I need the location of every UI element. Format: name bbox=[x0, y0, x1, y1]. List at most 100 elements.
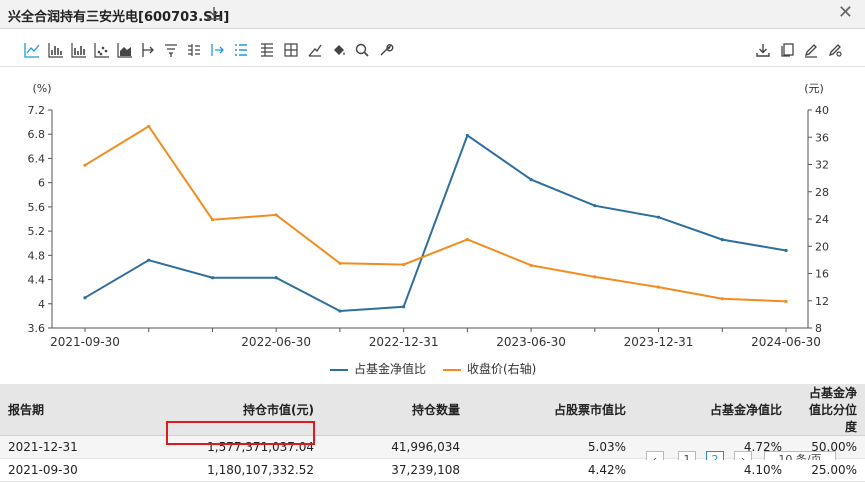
x-tick-label: 2021-09-30 bbox=[50, 335, 120, 349]
legend-item-weight[interactable]: 占基金净值比 bbox=[330, 360, 426, 377]
point-fund-weight bbox=[593, 204, 597, 208]
point-fund-weight bbox=[784, 248, 788, 253]
list-icon[interactable] bbox=[233, 42, 249, 58]
chart-area: (%) (元) 7.2 6.8 6.4 6 5.6 5.2 4.8 4.4 4 3.6 40 36 32 28… bbox=[0, 70, 865, 380]
x-tick-label: 2022-12-31 bbox=[369, 335, 439, 349]
area-chart-icon[interactable] bbox=[117, 42, 133, 58]
close-icon[interactable]: ✕ bbox=[837, 2, 853, 23]
right-tick-label: 24 bbox=[815, 213, 829, 226]
point-fund-weight bbox=[656, 215, 661, 219]
col-report-date[interactable]: 报告期 bbox=[0, 384, 116, 436]
series-line-fund-weight bbox=[84, 133, 787, 313]
point-close-price bbox=[656, 285, 661, 289]
col-stock-ratio[interactable]: 占股票市值比 bbox=[468, 384, 634, 436]
scatter-icon[interactable] bbox=[94, 42, 110, 58]
holding-line-chart: (%) (元) 7.2 6.8 6.4 6 5.6 5.2 4.8 4.4 4 3.6 40 36 32 28… bbox=[28, 82, 830, 349]
point-close-price bbox=[274, 213, 278, 217]
sort-asc-icon[interactable] bbox=[163, 42, 179, 58]
right-tick-label: 8 bbox=[815, 322, 822, 335]
cell-report-date: 2021-09-30 bbox=[0, 458, 116, 482]
cell-quantity: 37,239,108 bbox=[322, 458, 468, 482]
right-axis-unit: (元) bbox=[804, 82, 824, 95]
title-bar: 兴全合润持有三安光电[600703.SH] ✕ bbox=[0, 0, 865, 29]
page-2-button[interactable]: 2 bbox=[706, 451, 724, 460]
cell-stock-ratio: 5.03% bbox=[468, 435, 634, 459]
left-tick-label: 4.8 bbox=[28, 249, 46, 262]
left-tick-label: 7.2 bbox=[28, 104, 46, 117]
search-zoom-icon[interactable] bbox=[354, 42, 370, 58]
point-close-price bbox=[83, 163, 87, 167]
axis-icon[interactable] bbox=[140, 42, 156, 58]
point-close-price bbox=[529, 263, 533, 267]
col-fund-ratio[interactable]: 占基金净值比 bbox=[634, 384, 790, 436]
x-tick-label: 2023-12-31 bbox=[624, 335, 694, 349]
legend-label-close-price: 收盘价(右轴) bbox=[467, 362, 537, 376]
page-1-button[interactable]: 1 bbox=[678, 451, 696, 460]
pagination: ‹ 1 2 › 10 条/页 bbox=[0, 449, 865, 460]
cell-quantity: 41,996,034 bbox=[322, 435, 468, 459]
bar-chart-icon[interactable] bbox=[48, 42, 64, 58]
copy-icon[interactable] bbox=[779, 42, 795, 58]
point-fund-weight bbox=[402, 305, 406, 309]
right-tick-label: 40 bbox=[815, 104, 829, 117]
next-page-button[interactable]: › bbox=[734, 451, 752, 460]
point-close-price bbox=[720, 297, 724, 301]
point-fund-weight bbox=[529, 178, 533, 182]
right-tick-label: 12 bbox=[815, 295, 829, 308]
holdings-table: 报告期 持仓市值(元) 持仓数量 占股票市值比 占基金净值比 占基金净值比分位度… bbox=[0, 384, 865, 482]
right-tick-label: 36 bbox=[815, 131, 829, 144]
edit-icon[interactable] bbox=[803, 42, 819, 58]
settings-icon[interactable] bbox=[827, 42, 843, 58]
wrench-icon[interactable] bbox=[378, 42, 394, 58]
left-tick-label: 6 bbox=[38, 177, 45, 190]
x-tick-label: 2024-06-30 bbox=[751, 335, 821, 349]
cell-fund-ratio: 4.10% bbox=[634, 458, 790, 482]
download-icon[interactable] bbox=[206, 5, 222, 21]
series-line-close-price bbox=[84, 124, 787, 303]
point-close-price bbox=[784, 299, 788, 304]
left-tick-label: 3.6 bbox=[28, 322, 46, 335]
point-fund-weight bbox=[720, 237, 724, 242]
point-fund-weight bbox=[83, 296, 87, 300]
export-icon[interactable] bbox=[755, 42, 771, 58]
left-tick-label: 4.4 bbox=[28, 274, 46, 287]
right-tick-label: 28 bbox=[815, 186, 829, 199]
trend-icon[interactable] bbox=[307, 42, 323, 58]
window-title: 兴全合润持有三安光电[600703.SH] bbox=[8, 10, 230, 25]
point-fund-weight bbox=[465, 133, 469, 138]
stacked-bar-icon[interactable] bbox=[71, 42, 87, 58]
grid-icon[interactable] bbox=[283, 42, 299, 58]
sort-desc-icon[interactable] bbox=[186, 42, 202, 58]
left-tick-label: 5.6 bbox=[28, 201, 46, 214]
x-tick-label: 2023-06-30 bbox=[496, 335, 566, 349]
left-axis-unit: (%) bbox=[32, 82, 51, 95]
left-tick-label: 6.8 bbox=[28, 128, 46, 141]
right-tick-label: 32 bbox=[815, 159, 829, 172]
col-quantity[interactable]: 持仓数量 bbox=[322, 384, 468, 436]
table-header-row: 报告期 持仓市值(元) 持仓数量 占股票市值比 占基金净值比 占基金净值比分位度 bbox=[0, 384, 865, 436]
page-size-select[interactable]: 10 条/页 bbox=[764, 451, 836, 460]
table-row[interactable]: 2021-09-30 1,180,107,332.52 37,239,108 4… bbox=[0, 458, 865, 482]
left-tick-label: 5.2 bbox=[28, 225, 46, 238]
cell-market-value: 1,180,107,332.52 bbox=[116, 458, 322, 482]
legend-item-close-price[interactable]: 收盘价(右轴) bbox=[443, 360, 536, 377]
point-close-price bbox=[147, 124, 151, 128]
cell-report-date: 2021-12-31 bbox=[0, 435, 116, 459]
column-align-icon[interactable] bbox=[209, 42, 225, 58]
cell-stock-ratio: 4.42% bbox=[468, 458, 634, 482]
right-tick-label: 20 bbox=[815, 240, 829, 253]
point-close-price bbox=[593, 275, 597, 279]
table-align-icon[interactable] bbox=[259, 42, 275, 58]
point-fund-weight bbox=[147, 258, 151, 262]
right-tick-label: 16 bbox=[815, 268, 829, 281]
prev-page-button[interactable]: ‹ bbox=[646, 451, 664, 460]
chart-toolbar bbox=[0, 36, 865, 67]
point-fund-weight bbox=[210, 276, 215, 280]
fill-icon[interactable] bbox=[331, 42, 347, 58]
line-chart-icon[interactable] bbox=[24, 42, 40, 58]
legend-label-weight: 占基金净值比 bbox=[354, 362, 427, 376]
col-market-value[interactable]: 持仓市值(元) bbox=[116, 384, 322, 436]
chart-legend: 占基金净值比 收盘价(右轴) bbox=[0, 360, 865, 377]
col-fund-ratio-percentile[interactable]: 占基金净值比分位度 bbox=[790, 384, 865, 436]
left-tick-label: 6.4 bbox=[28, 152, 46, 165]
